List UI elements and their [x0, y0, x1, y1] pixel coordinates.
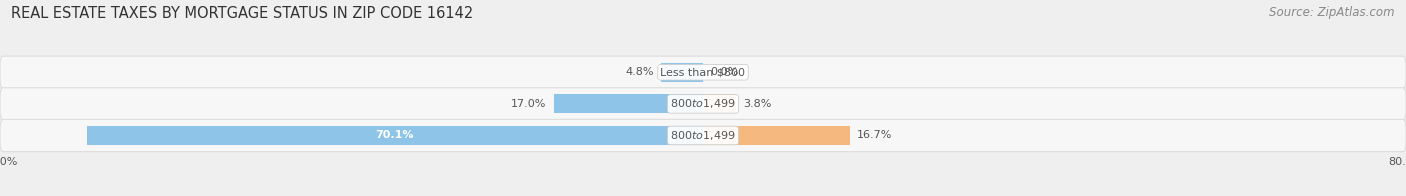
Bar: [661, 63, 703, 82]
Text: $800 to $1,499: $800 to $1,499: [671, 97, 735, 110]
Text: Source: ZipAtlas.com: Source: ZipAtlas.com: [1270, 6, 1395, 19]
Text: 16.7%: 16.7%: [856, 131, 893, 141]
Text: 17.0%: 17.0%: [512, 99, 547, 109]
Bar: [87, 126, 703, 145]
FancyBboxPatch shape: [0, 56, 1406, 88]
Legend: Without Mortgage, With Mortgage: Without Mortgage, With Mortgage: [581, 195, 825, 196]
Text: Less than $800: Less than $800: [661, 67, 745, 77]
Text: REAL ESTATE TAXES BY MORTGAGE STATUS IN ZIP CODE 16142: REAL ESTATE TAXES BY MORTGAGE STATUS IN …: [11, 6, 474, 21]
Text: 70.1%: 70.1%: [375, 131, 415, 141]
FancyBboxPatch shape: [0, 119, 1406, 152]
Bar: [554, 94, 703, 113]
FancyBboxPatch shape: [0, 88, 1406, 120]
Bar: [703, 94, 737, 113]
Text: 4.8%: 4.8%: [626, 67, 654, 77]
Text: 0.0%: 0.0%: [710, 67, 738, 77]
Text: $800 to $1,499: $800 to $1,499: [671, 129, 735, 142]
Bar: [703, 126, 849, 145]
Text: 3.8%: 3.8%: [744, 99, 772, 109]
